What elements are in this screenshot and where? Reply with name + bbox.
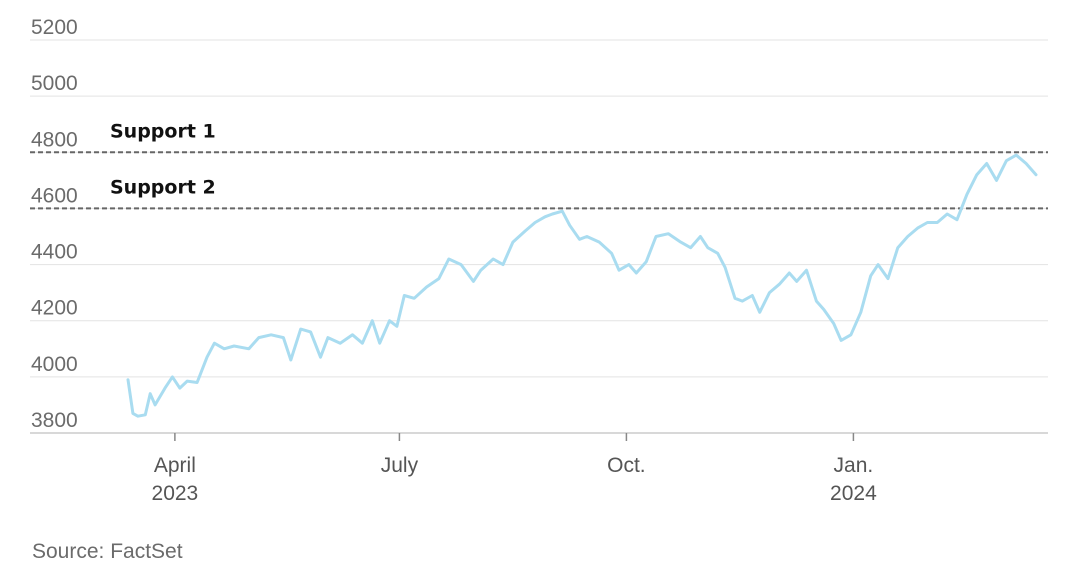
y-tick-label: 4400	[31, 241, 78, 264]
support-label: Support 2	[110, 176, 216, 198]
y-tick-label: 3800	[31, 409, 78, 432]
series-line	[126, 153, 1038, 418]
source-note: Source: FactSet	[32, 540, 183, 563]
y-tick-label: 4800	[31, 128, 78, 151]
x-tick-label: April	[154, 454, 196, 477]
y-tick-label: 4600	[31, 184, 78, 207]
line-chart: 3800 4000 4200 4400 4600 4800 5000 5200 April 20…	[30, 16, 1048, 505]
y-tick-label: 4000	[31, 353, 78, 376]
x-tick-label: Jan.	[834, 454, 874, 477]
x-tick-sublabel: 2023	[152, 482, 199, 505]
x-tick-label: Oct.	[607, 454, 646, 477]
x-axis: April 2023 July Oct. Jan. 2024	[30, 432, 1048, 505]
support-label: Support 1	[110, 120, 216, 142]
x-tick-label: July	[381, 454, 419, 477]
y-axis-ticks: 3800 4000 4200 4400 4600 4800 5000 5200	[31, 16, 78, 432]
series-group	[126, 153, 1038, 418]
y-tick-label: 4200	[31, 297, 78, 320]
reference-lines: Support 1 Support 2	[30, 120, 1048, 210]
x-tick-sublabel: 2024	[830, 482, 877, 505]
y-tick-label: 5000	[31, 72, 78, 95]
y-tick-label: 5200	[31, 16, 78, 39]
